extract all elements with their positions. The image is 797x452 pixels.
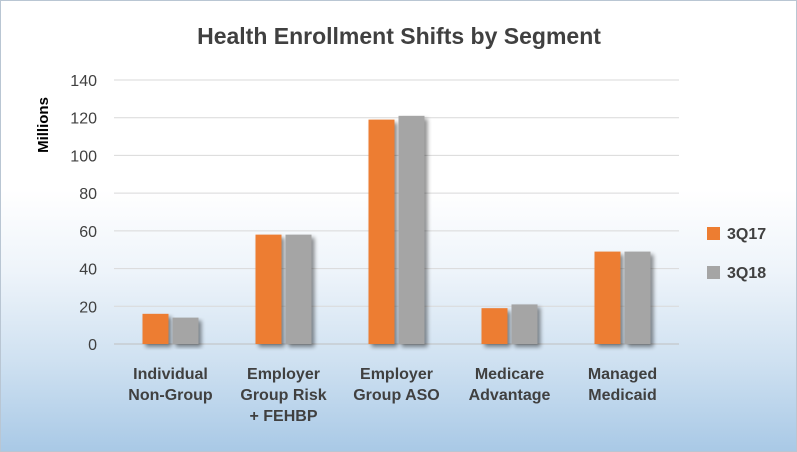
x-tick-line: Employer [360,366,433,383]
y-tick-label: 140 [70,73,97,90]
y-axis-label: Millions [35,97,52,153]
x-tick-label: Managed Medicaid [588,366,657,404]
x-tick-label: Individual Non-Group [128,366,213,404]
x-axis-ticks: Individual Non-Group Employer Group Risk + F… [128,366,657,425]
x-tick-label: Employer Group ASO [353,366,440,404]
y-tick-label: 40 [79,262,97,279]
x-tick-line: Medicare [475,366,544,383]
y-tick-label: 80 [79,186,97,203]
x-tick-label: Medicare Advantage [469,366,551,404]
bar-3q17-1 [255,234,282,344]
legend: 3Q17 3Q18 [707,226,766,282]
bar-3q18-2 [398,115,425,344]
bar-3q18-0 [172,317,199,344]
y-tick-label: 20 [79,299,97,316]
chart-title: Health Enrollment Shifts by Segment [197,23,601,49]
x-tick-line: Non-Group [128,387,213,404]
x-tick-line: Employer [247,366,320,383]
legend-label: 3Q17 [727,226,766,243]
bar-3q17-2 [368,119,395,344]
legend-swatch-3q18 [707,266,720,279]
legend-label: 3Q18 [727,265,766,282]
y-tick-label: 0 [88,337,97,354]
y-axis-ticks: 0 20 40 60 80 100 120 140 [70,73,97,354]
x-tick-line: Advantage [469,387,551,404]
x-tick-line: Medicaid [588,387,656,404]
x-tick-line: Group Risk [240,387,326,404]
bars [142,115,651,344]
x-tick-line: Group ASO [353,387,440,404]
bar-3q18-1 [285,234,312,344]
x-tick-line: Individual [133,366,208,383]
gridlines [114,79,679,345]
bar-3q18-4 [624,251,651,344]
bar-3q17-0 [142,313,169,344]
y-tick-label: 60 [79,224,97,241]
bar-3q17-4 [594,251,621,344]
legend-swatch-3q17 [707,227,720,240]
y-tick-label: 120 [70,111,97,128]
x-tick-line: Managed [588,366,657,383]
bar-3q17-3 [481,308,508,344]
y-tick-label: 100 [70,148,97,165]
x-tick-label: Employer Group Risk + FEHBP [240,366,326,425]
bar-3q18-3 [511,304,538,344]
x-tick-line: + FEHBP [249,408,317,425]
